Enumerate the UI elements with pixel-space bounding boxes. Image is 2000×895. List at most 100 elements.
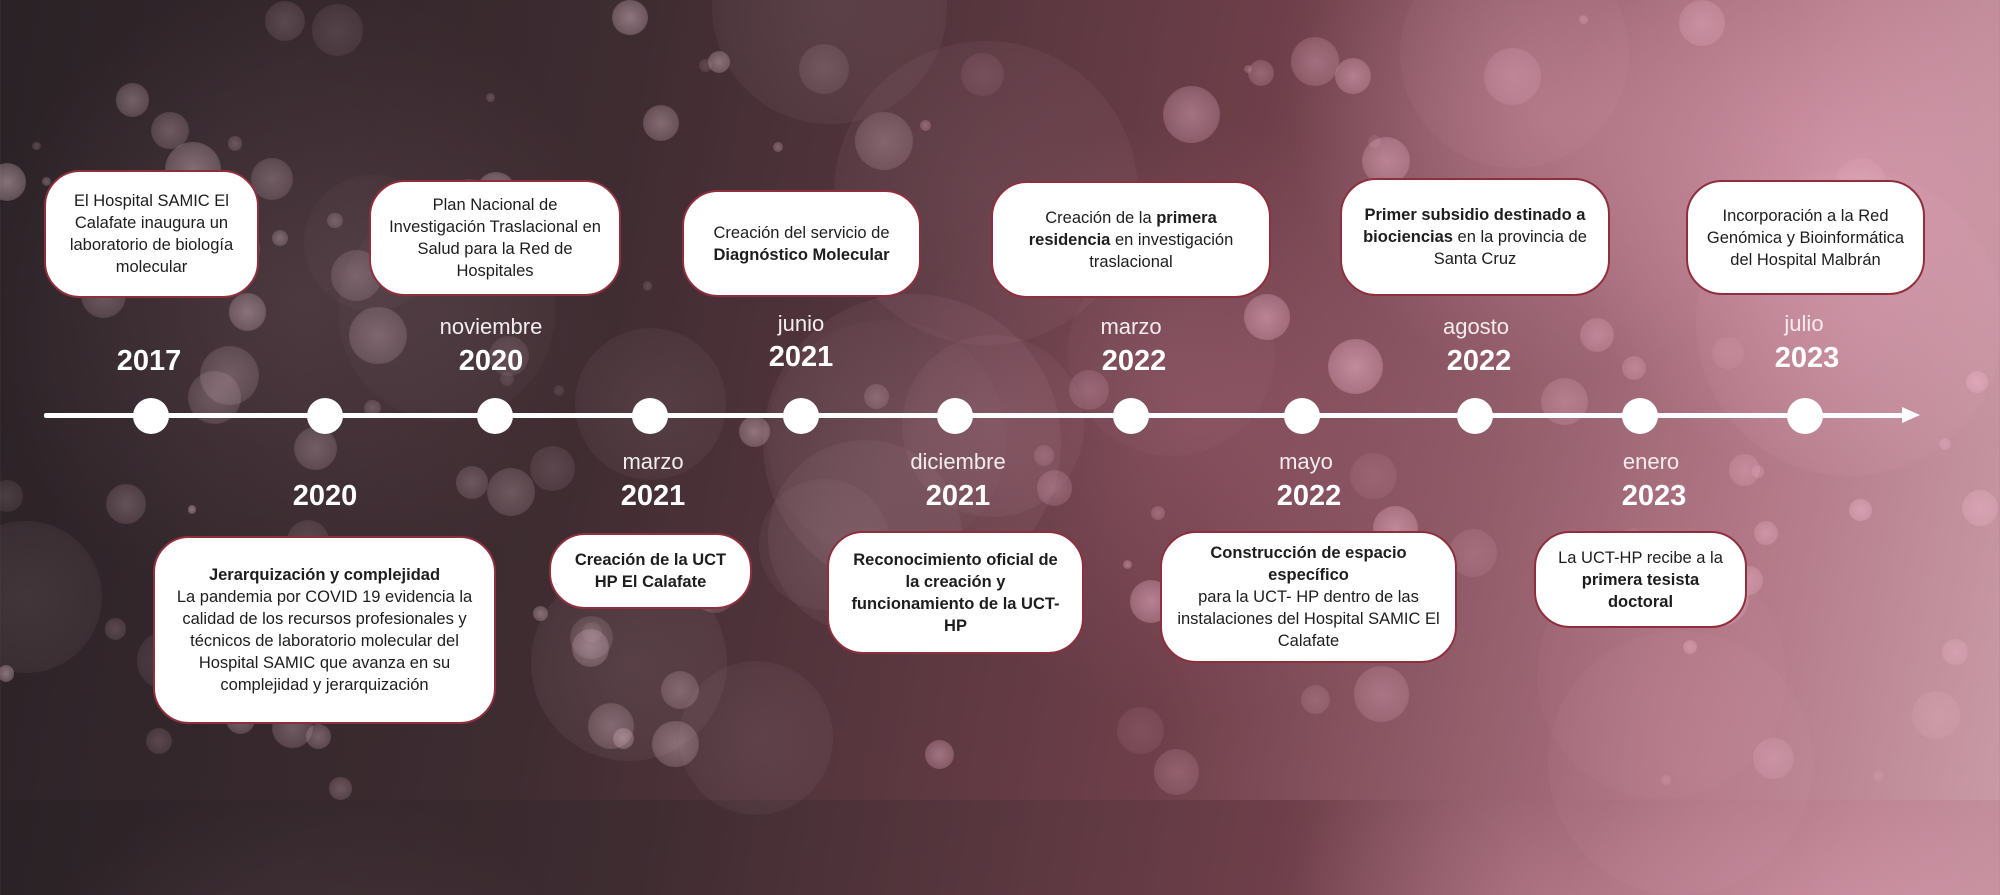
bokeh-bubble [1335, 58, 1372, 95]
event-month: agosto [1442, 314, 1510, 339]
bokeh-bubble [698, 59, 712, 72]
event-highlight-text: primera tesista doctoral [1581, 570, 1700, 611]
event-month: enero [1622, 449, 1680, 474]
bokeh-bubble [486, 467, 536, 517]
event-description: Reconocimiento oficial de la creación y … [851, 549, 1060, 637]
bokeh-bubble [1548, 630, 1813, 895]
event-year: 2020 [292, 480, 358, 512]
bokeh-bubble [228, 136, 243, 151]
event-highlight-text: Reconocimiento oficial de la creación y … [851, 550, 1060, 635]
bokeh-bubble [612, 0, 648, 35]
timeline-dot-nov-2020 [477, 398, 513, 434]
event-card: Construcción de espacio específico para l… [1160, 531, 1457, 663]
event-month: julio [1784, 311, 1824, 336]
bokeh-bubble [711, 0, 947, 125]
bokeh-bubble [1872, 770, 1884, 782]
bokeh-bubble [1399, 0, 1629, 168]
timeline-dot-mar-2022 [1113, 398, 1149, 434]
event-highlight-text: Creación de la UCT HP El Calafate [574, 551, 727, 591]
bokeh-bubble [587, 702, 635, 750]
event-description: Incorporación a la Red Genómica y Bioinf… [1700, 205, 1911, 271]
timeline-dot-2017 [133, 398, 169, 434]
event-month: marzo [622, 449, 684, 474]
event-card: Incorporación a la Red Genómica y Bioinf… [1686, 180, 1925, 295]
event-description: Creación de la primera residencia en inv… [1019, 207, 1243, 273]
event-month: marzo [1100, 314, 1162, 339]
bokeh-bubble [1151, 506, 1166, 521]
event-description: La UCT-HP recibe a la primera tesista do… [1548, 547, 1733, 613]
bokeh-bubble [1683, 639, 1698, 654]
bokeh-bubble [924, 739, 955, 770]
bokeh-bubble [104, 617, 127, 640]
bokeh-bubble [1754, 520, 1778, 545]
event-year: 2021 [768, 341, 834, 373]
timeline-axis [44, 413, 1914, 418]
event-card: Creación del servicio de Diagnóstico Mol… [682, 190, 921, 297]
event-text: Creación de la [1045, 208, 1157, 227]
bokeh-bubble [572, 629, 610, 667]
bokeh-bubble [105, 484, 146, 525]
event-card: Creación de la UCT HP El Calafate [549, 533, 752, 609]
event-highlight-text: Jerarquización y complejidad [208, 566, 441, 584]
bokeh-bubble [678, 660, 833, 815]
bokeh-bubble [1679, 0, 1726, 47]
event-description: Jerarquización y complejidad La pandemia … [167, 564, 482, 696]
bokeh-bubble [1661, 774, 1671, 785]
event-text: La pandemia por COVID 19 evidencia la ca… [176, 588, 473, 694]
event-month: diciembre [910, 449, 1006, 474]
bokeh-bubble [486, 93, 496, 102]
timeline-dot-mar-2021 [632, 398, 668, 434]
timeline-dot-ene-2023 [1622, 398, 1658, 434]
bokeh-bubble [1153, 748, 1200, 795]
bokeh-bubble [582, 622, 603, 643]
bokeh-bubble [1483, 47, 1541, 106]
bokeh-bubble [773, 142, 783, 153]
bokeh-bubble [1300, 684, 1330, 714]
bokeh-bubble [1961, 489, 1999, 527]
bokeh-bubble [553, 385, 565, 396]
bokeh-bubble [1621, 355, 1646, 381]
timeline-dot-2020 [307, 398, 343, 434]
event-text: para la UCT- HP dentro de las instalacio… [1177, 588, 1440, 650]
timeline-arrow-icon [1902, 407, 1920, 423]
event-year: 2022 [1446, 345, 1512, 377]
event-text: Plan Nacional de Investigación Traslacio… [389, 196, 601, 280]
event-highlight-text: Construcción de espacio específico [1210, 544, 1407, 584]
event-year: 2022 [1101, 345, 1167, 377]
event-year: 2023 [1621, 480, 1687, 512]
event-card: Primer subsidio destinado a biociencias … [1340, 178, 1610, 296]
bokeh-bubble [1354, 666, 1410, 722]
event-card: El Hospital SAMIC El Calafate inaugura u… [44, 170, 259, 298]
event-description: Creación del servicio de Diagnóstico Mol… [698, 222, 905, 266]
bokeh-bubble [612, 727, 634, 749]
timeline-dot-jun-2021 [783, 398, 819, 434]
bokeh-bubble [799, 44, 850, 94]
event-text: en la provincia de Santa Cruz [1433, 228, 1587, 268]
event-year: 2021 [925, 480, 991, 512]
bokeh-bubble [229, 293, 267, 331]
bokeh-bubble [864, 384, 889, 410]
event-highlight-text: Diagnóstico Molecular [713, 245, 890, 264]
event-highlight-text: primera residencia [1028, 208, 1217, 249]
bokeh-bubble [329, 777, 353, 800]
event-card: Plan Nacional de Investigación Traslacio… [369, 180, 621, 296]
bokeh-bubble [920, 119, 931, 131]
bokeh-bubble [570, 616, 614, 660]
bokeh-bubble [1247, 60, 1274, 87]
bokeh-bubble [738, 416, 770, 448]
timeline-dot-jul-2023 [1787, 398, 1823, 434]
timeline-dot-ago-2022 [1457, 398, 1493, 434]
event-description: Creación de la UCT HP El Calafate [565, 549, 736, 593]
event-text: Incorporación a la Red Genómica y Bioinf… [1706, 206, 1905, 269]
bokeh-bubble [306, 723, 331, 749]
bokeh-bubble [1578, 15, 1588, 25]
event-month: junio [777, 311, 825, 336]
bokeh-bubble [326, 212, 343, 229]
bokeh-bubble [652, 721, 699, 768]
bokeh-bubble [311, 4, 363, 56]
bokeh-bubble [32, 141, 41, 151]
bokeh-bubble [533, 605, 549, 621]
bokeh-bubble [1541, 378, 1589, 426]
bokeh-bubble [1941, 638, 1968, 665]
timeline-dot-may-2022 [1284, 398, 1320, 434]
